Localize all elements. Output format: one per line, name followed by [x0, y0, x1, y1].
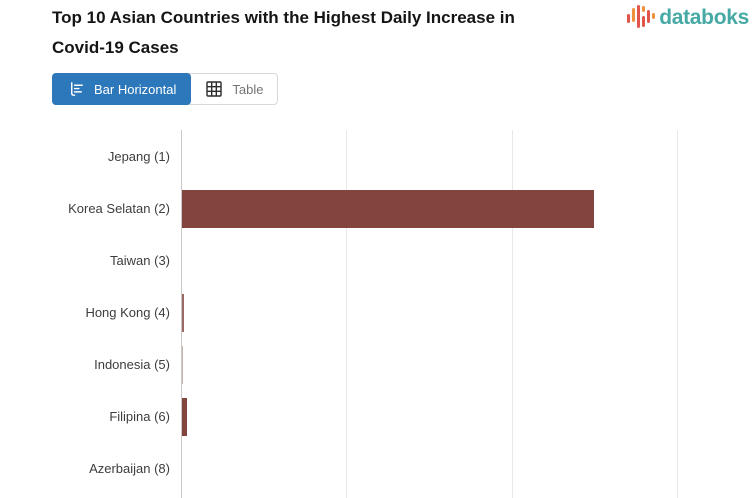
bar[interactable]: [182, 398, 187, 436]
gridline: [346, 130, 347, 498]
chart-row: Indonesia (5): [0, 339, 753, 391]
bar-chart-rows: Jepang (1) Korea Selatan (2) Taiwan (3) Hon…: [0, 131, 753, 495]
bar-track: [176, 287, 753, 339]
category-label: Indonesia (5): [94, 357, 170, 372]
category-label: Hong Kong (4): [85, 305, 170, 320]
bar-chart: Jepang (1) Korea Selatan (2) Taiwan (3) Hon…: [0, 130, 753, 498]
chart-row: Filipina (6): [0, 391, 753, 443]
chart-row: Azerbaijan (8): [0, 443, 753, 495]
page-title: Top 10 Asian Countries with the Highest …: [52, 8, 515, 57]
databoks-logo-text: databoks: [659, 6, 749, 29]
category-label: Taiwan (3): [110, 253, 170, 268]
chart-row: Korea Selatan (2): [0, 183, 753, 235]
bar-track: [176, 391, 753, 443]
bar[interactable]: [182, 294, 184, 332]
chart-row: Hong Kong (4): [0, 287, 753, 339]
tab-table[interactable]: Table: [190, 74, 277, 104]
category-label: Filipina (6): [109, 409, 170, 424]
gridline: [512, 130, 513, 498]
gridline: [677, 130, 678, 498]
table-icon: [204, 79, 224, 99]
databoks-logo-icon: [627, 4, 657, 31]
category-label: Azerbaijan (8): [89, 461, 170, 476]
bar-track: [176, 235, 753, 287]
view-toggle: Bar Horizontal Table: [52, 73, 279, 105]
chart-row: Jepang (1): [0, 131, 753, 183]
category-label: Korea Selatan (2): [68, 201, 170, 216]
bar-chart-horizontal-icon: [67, 80, 86, 99]
tab-bar-horizontal-label: Bar Horizontal: [94, 81, 177, 97]
category-label: Jepang (1): [107, 149, 170, 164]
tab-bar-horizontal[interactable]: Bar Horizontal: [52, 73, 192, 105]
bar-track: [176, 443, 753, 495]
y-axis-line: [181, 130, 182, 498]
bar-track: [176, 131, 753, 183]
bar[interactable]: [182, 346, 183, 384]
bar[interactable]: [182, 190, 594, 228]
bar-track: [176, 339, 753, 391]
tab-table-label: Table: [232, 81, 264, 97]
bar-track: [176, 183, 753, 235]
chart-row: Taiwan (3): [0, 235, 753, 287]
databoks-logo: databoks: [627, 4, 749, 31]
